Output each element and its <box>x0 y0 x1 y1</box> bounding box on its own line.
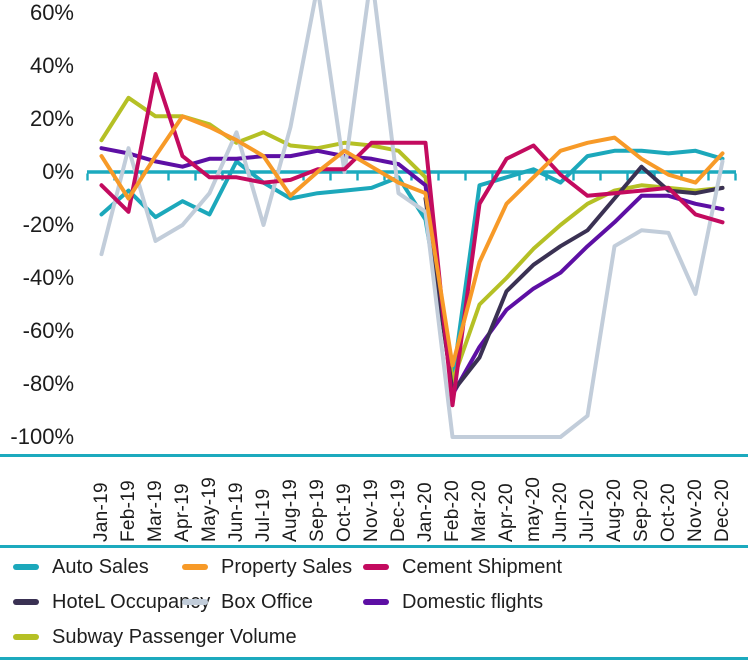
legend-label: Property Sales <box>221 555 353 578</box>
x-tick-label: Jun-20 <box>549 482 571 542</box>
legend-item-box-office: Box Office <box>182 588 313 616</box>
legend-swatch-icon <box>182 564 208 570</box>
x-tick-label: Nov-19 <box>360 478 382 542</box>
y-tick-label: 60% <box>29 0 74 25</box>
x-tick-label: Jun-19 <box>225 482 247 542</box>
y-tick-label: -100% <box>10 424 74 449</box>
x-tick-label: Sep-19 <box>306 478 328 542</box>
legend-label: Domestic flights <box>402 590 544 613</box>
x-tick-label: Dec-20 <box>711 478 733 542</box>
legend-item-domestic-flights: Domestic flights <box>363 588 543 616</box>
legend-swatch-icon <box>13 564 39 570</box>
legend-label: Cement Shipment <box>402 555 563 578</box>
legend-item-property-sales: Property Sales <box>182 553 352 581</box>
y-axis-labels: 60% 40% 20% 0% -20% -40% -60% -80% -100% <box>0 0 78 452</box>
divider-line-bottom <box>0 657 748 660</box>
x-tick-label: Sep-20 <box>630 478 652 542</box>
x-tick-label: Dec-19 <box>387 478 409 542</box>
x-tick-label: Mar-20 <box>468 480 490 542</box>
legend-swatch-icon <box>363 564 389 570</box>
y-tick-label: -60% <box>22 318 74 343</box>
chart-legend: Auto Sales Property Sales Cement Shipment H… <box>0 546 748 656</box>
legend-label: Box Office <box>221 590 313 613</box>
legend-item-cement-shipment: Cement Shipment <box>363 553 562 581</box>
x-tick-label: Mar-19 <box>144 480 166 542</box>
series-line-domestic-flights <box>99 146 725 397</box>
x-tick-label: Nov-20 <box>684 478 706 542</box>
x-tick-label: Aug-19 <box>279 478 301 542</box>
x-tick-label: Jul-19 <box>252 488 274 542</box>
legend-item-auto-sales: Auto Sales <box>13 553 149 581</box>
legend-swatch-icon <box>13 634 39 640</box>
y-tick-label: 0% <box>42 159 74 184</box>
legend-label: Auto Sales <box>52 555 149 578</box>
x-tick-label: May-19 <box>198 476 220 542</box>
x-axis-labels: Jan-19 Feb-19 Mar-19 Apr-19 May-19 Jun-19 Jul-… <box>0 458 748 546</box>
y-tick-label: 40% <box>29 53 74 78</box>
legend-label: HoteL Occupancy <box>52 590 211 613</box>
divider-line-middle <box>0 545 748 548</box>
y-tick-label: 20% <box>29 106 74 131</box>
legend-swatch-icon <box>13 599 39 605</box>
divider-line-top <box>0 454 748 457</box>
legend-swatch-icon <box>182 599 208 605</box>
y-tick-label: -20% <box>22 212 74 237</box>
x-tick-label: Oct-19 <box>333 483 355 542</box>
series-line-box-office <box>99 0 725 439</box>
series-line-subway-passenger-volume <box>99 95 725 384</box>
x-tick-label: Jul-20 <box>576 488 598 542</box>
x-tick-label: Apr-20 <box>495 483 517 542</box>
x-tick-label: Jan-20 <box>414 482 436 542</box>
x-tick-label: Aug-20 <box>603 478 625 542</box>
x-tick-label: Feb-20 <box>441 479 463 542</box>
line-chart <box>86 0 737 439</box>
legend-swatch-icon <box>363 599 389 605</box>
x-tick-label: Feb-19 <box>117 479 139 542</box>
series-line-auto-sales <box>99 148 725 384</box>
x-tick-label: Apr-19 <box>171 483 193 542</box>
legend-label: Subway Passenger Volume <box>52 625 297 648</box>
y-tick-label: -40% <box>22 265 74 290</box>
series-line-property-sales <box>99 114 725 368</box>
legend-item-hotel-occupancy: HoteL Occupancy <box>13 588 210 616</box>
series-line-cement-shipment <box>99 72 725 408</box>
x-tick-label: may-20 <box>522 476 544 542</box>
x-tick-label: Jan-19 <box>90 482 112 542</box>
y-tick-label: -80% <box>22 371 74 396</box>
x-tick-label: Oct-20 <box>657 483 679 542</box>
legend-item-subway-passenger-volume: Subway Passenger Volume <box>13 623 297 651</box>
